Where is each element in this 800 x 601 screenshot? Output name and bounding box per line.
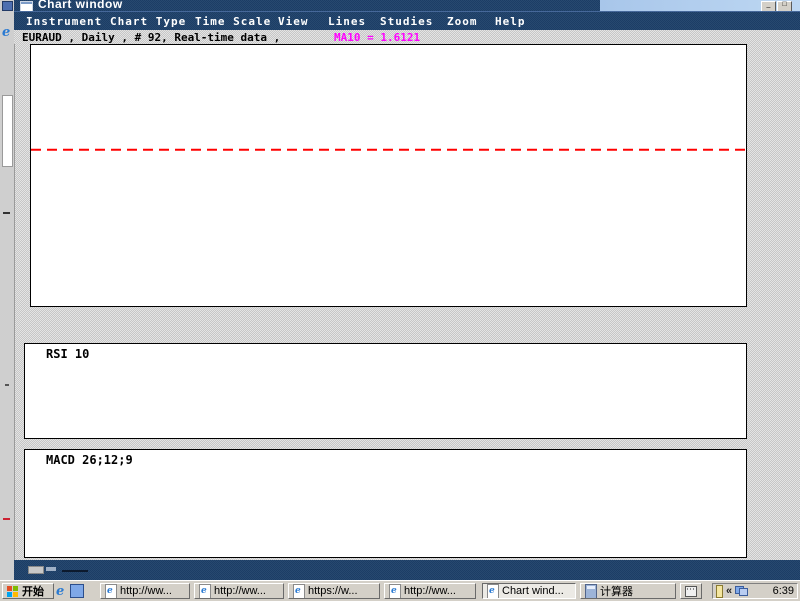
price-chart-panel[interactable] [30, 44, 747, 307]
taskbar-button-4[interactable]: eChart wind... [482, 583, 576, 599]
menu-help[interactable]: Help [495, 15, 526, 28]
input-method-button[interactable] [680, 583, 702, 599]
taskbar: 开始 e ehttp://ww...ehttp://ww...ehttps://… [0, 580, 800, 601]
keyboard-icon [685, 586, 697, 597]
quick-launch: e [56, 583, 84, 599]
minimize-button[interactable]: _ [761, 1, 776, 11]
ie-page-icon: e [487, 584, 499, 599]
divider [5, 384, 9, 386]
menu-bar: Instrument Chart Type Time Scale View Lines S… [14, 11, 800, 31]
ie-page-icon: e [199, 584, 211, 599]
ie-page-icon: e [389, 584, 401, 599]
macd-title: MACD 26;12;9 [46, 453, 133, 467]
menu-time-scale[interactable]: Time Scale [195, 15, 271, 28]
menu-studies[interactable]: Studies [380, 15, 433, 28]
background-app-icon [2, 1, 13, 11]
taskbar-button-label: http://ww... [214, 585, 266, 597]
menu-zoom[interactable]: Zoom [447, 15, 478, 28]
parent-title-strip: _ □ [600, 0, 800, 11]
calculator-icon [585, 584, 597, 599]
title-bar[interactable]: _ □ Chart window [14, 0, 800, 11]
start-button[interactable]: 开始 [2, 583, 54, 599]
window-icon [20, 1, 33, 11]
window-bottom-strip [14, 560, 800, 580]
taskbar-button-label: Chart wind... [502, 585, 564, 597]
taskbar-clock: 6:39 [773, 585, 794, 597]
system-tray: « 6:39 [712, 583, 798, 599]
ie-page-icon: e [105, 584, 117, 599]
ie-page-icon: e [293, 584, 305, 599]
background-window-sliver: e [0, 0, 15, 580]
start-label: 开始 [22, 583, 44, 599]
menu-view[interactable]: View [278, 15, 309, 28]
taskbar-button-2[interactable]: ehttps://w... [288, 583, 380, 599]
rsi-panel[interactable] [24, 343, 747, 439]
taskbar-button-label: https://w... [308, 585, 358, 597]
divider [3, 212, 10, 214]
hidden-tray-icon [716, 585, 723, 598]
taskbar-button-5[interactable]: 计算器 [580, 583, 676, 599]
taskbar-button-label: http://ww... [404, 585, 456, 597]
tray-collapse-chevron[interactable]: « [726, 585, 732, 597]
chart-window: _ □ Chart window Instrument Chart Type Tim… [14, 0, 800, 580]
menu-lines[interactable]: Lines [328, 15, 366, 28]
h-scrollbar-fragment[interactable] [28, 566, 44, 574]
h-scrollbar-mark [62, 570, 88, 572]
ie-quicklaunch-icon[interactable]: e [56, 585, 64, 598]
info-bar: EURAUD , Daily , # 92, Real-time data , … [14, 30, 800, 44]
taskbar-button-label: 计算器 [600, 583, 633, 599]
instrument-info: EURAUD , Daily , # 92, Real-time data , [22, 31, 280, 44]
ie-icon: e [2, 26, 10, 39]
menu-instrument[interactable]: Instrument [26, 15, 102, 28]
taskbar-button-3[interactable]: ehttp://ww... [384, 583, 476, 599]
rsi-title: RSI 10 [46, 347, 89, 361]
taskbar-button-0[interactable]: ehttp://ww... [100, 583, 190, 599]
taskbar-button-1[interactable]: ehttp://ww... [194, 583, 284, 599]
ma-value-label: MA10 = 1.6121 [334, 31, 420, 44]
network-icon[interactable] [735, 586, 748, 596]
background-scrollbar[interactable] [2, 95, 13, 167]
window-title: Chart window [38, 0, 123, 11]
menu-chart-type[interactable]: Chart Type [110, 15, 186, 28]
web-shortcut-icon[interactable] [70, 584, 84, 598]
maximize-button[interactable]: □ [777, 1, 792, 11]
divider [3, 518, 10, 520]
h-scrollbar-track[interactable] [46, 567, 56, 571]
taskbar-button-label: http://ww... [120, 585, 172, 597]
windows-logo-icon [7, 586, 19, 597]
